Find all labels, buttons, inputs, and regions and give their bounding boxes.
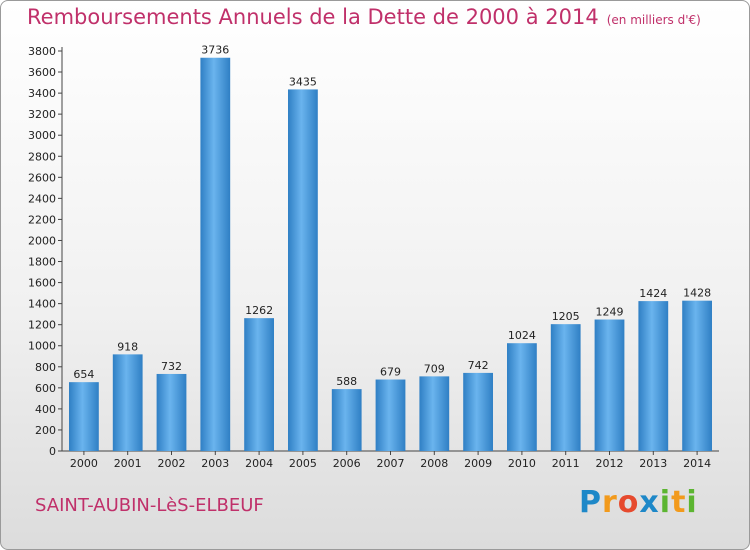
- x-tick-label: 2008: [420, 457, 448, 470]
- bar-value-label: 1262: [245, 304, 273, 317]
- bar-value-label: 3435: [289, 75, 317, 88]
- y-tick-label: 2400: [28, 192, 56, 205]
- bar: [682, 300, 712, 451]
- bar-value-label: 709: [424, 362, 445, 375]
- chart-title: Remboursements Annuels de la Dette de 20…: [27, 5, 701, 29]
- x-tick-label: 2009: [464, 457, 492, 470]
- y-tick-label: 200: [35, 424, 56, 437]
- bar-value-label: 742: [468, 359, 489, 372]
- bar: [507, 343, 537, 451]
- bar: [638, 301, 669, 451]
- bar-value-label: 1249: [596, 306, 624, 319]
- y-tick-label: 1000: [28, 340, 56, 353]
- x-tick-label: 2013: [639, 457, 667, 470]
- y-tick-label: 1400: [28, 298, 56, 311]
- x-tick-label: 2004: [245, 457, 273, 470]
- bars: 654 918 732 3736 1262 3435 588 679 709 742 1024 120…: [69, 44, 712, 451]
- x-tick-label: 2001: [114, 457, 142, 470]
- bar: [550, 324, 581, 451]
- bar: [594, 319, 625, 451]
- y-tick-label: 3600: [28, 66, 56, 79]
- y-tick-label: 800: [35, 361, 56, 374]
- bar-value-label: 679: [380, 366, 401, 379]
- bar-value-label: 1424: [639, 287, 667, 300]
- y-tick-label: 400: [35, 403, 56, 416]
- title-text: Remboursements Annuels de la Dette de 20…: [27, 5, 599, 29]
- bar-value-label: 3736: [201, 44, 229, 57]
- bar: [375, 379, 406, 451]
- bar: [69, 382, 99, 451]
- bar-value-label: 732: [161, 360, 182, 373]
- logo-letter: t: [671, 485, 687, 520]
- bar: [288, 89, 318, 451]
- y-tick-label: 1600: [28, 277, 56, 290]
- y-tick-label: 2200: [28, 213, 56, 226]
- bar-value-label: 1205: [552, 310, 580, 323]
- bar-value-label: 918: [117, 340, 138, 353]
- bar-value-label: 1428: [683, 287, 711, 300]
- logo-letter: r: [602, 485, 618, 520]
- bar: [244, 318, 274, 451]
- y-tick-label: 3400: [28, 87, 56, 100]
- commune-name: SAINT-AUBIN-LèS-ELBEUF: [35, 495, 264, 516]
- axes: 0 200 400 600 800 1000 1200 1400 1600 1800 2000 220…: [28, 45, 719, 470]
- bar: [331, 389, 362, 451]
- logo-letter: i: [659, 485, 672, 520]
- x-tick-label: 2002: [158, 457, 186, 470]
- logo-letter: o: [617, 485, 640, 520]
- y-tick-label: 0: [49, 445, 56, 458]
- bar-value-label: 588: [336, 375, 357, 388]
- x-tick-label: 2014: [683, 457, 711, 470]
- x-tick-label: 2005: [289, 457, 317, 470]
- x-tick-label: 2003: [201, 457, 229, 470]
- bar: [112, 354, 143, 451]
- x-tick-label: 2010: [508, 457, 536, 470]
- x-tick-label: 2012: [596, 457, 624, 470]
- y-tick-label: 1800: [28, 256, 56, 269]
- proxiti-logo: Proxiti: [579, 485, 698, 520]
- y-tick-label: 1200: [28, 319, 56, 332]
- y-tick-label: 2800: [28, 150, 56, 163]
- y-tick-label: 3200: [28, 108, 56, 121]
- y-tick-label: 2000: [28, 234, 56, 247]
- bar: [200, 57, 231, 451]
- y-tick-label: 2600: [28, 171, 56, 184]
- bar: [463, 372, 493, 451]
- x-tick-label: 2006: [333, 457, 361, 470]
- bar-value-label: 654: [73, 368, 94, 381]
- x-tick-label: 2011: [552, 457, 580, 470]
- bar: [419, 376, 450, 451]
- chart-subtitle: (en milliers d'€): [606, 13, 701, 27]
- x-tick-label: 2007: [377, 457, 405, 470]
- y-tick-label: 600: [35, 382, 56, 395]
- logo-letter: i: [686, 485, 698, 520]
- y-tick-label: 3000: [28, 129, 56, 142]
- logo-letter: P: [579, 485, 602, 520]
- bar: [156, 373, 187, 451]
- logo-letter: x: [639, 485, 660, 520]
- bar-value-label: 1024: [508, 329, 536, 342]
- y-tick-label: 3800: [28, 45, 56, 58]
- x-tick-label: 2000: [70, 457, 98, 470]
- bar-chart: 0 200 400 600 800 1000 1200 1400 1600 1800 2000 220…: [28, 44, 719, 470]
